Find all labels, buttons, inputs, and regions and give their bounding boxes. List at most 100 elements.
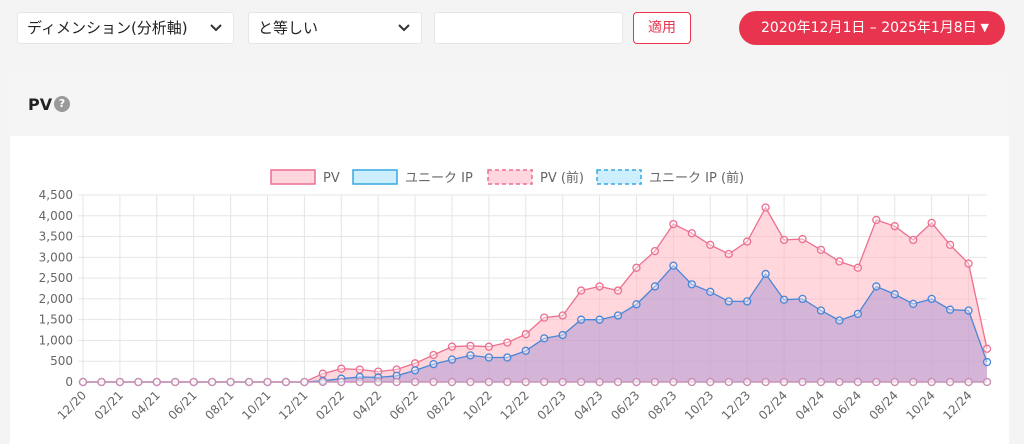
data-point[interactable] <box>650 246 660 256</box>
apply-button[interactable]: 適用 <box>633 12 691 44</box>
data-point[interactable] <box>595 282 604 291</box>
data-point[interactable] <box>982 377 992 387</box>
data-point[interactable] <box>337 377 346 387</box>
operator-select[interactable]: と等しい <box>248 12 422 44</box>
data-point[interactable] <box>392 365 401 374</box>
legend-item[interactable]: PV (前) <box>487 169 584 186</box>
data-point[interactable] <box>669 261 678 270</box>
data-point[interactable] <box>761 377 770 387</box>
data-point[interactable] <box>909 377 918 387</box>
data-point[interactable] <box>540 313 549 322</box>
data-point[interactable] <box>872 282 881 291</box>
data-point[interactable] <box>724 249 733 259</box>
data-point[interactable] <box>687 229 696 238</box>
data-point[interactable] <box>632 300 641 309</box>
data-point[interactable] <box>835 257 844 266</box>
data-point[interactable] <box>466 341 475 350</box>
data-point[interactable] <box>503 377 512 387</box>
data-point[interactable] <box>410 377 420 387</box>
data-point[interactable] <box>761 269 770 279</box>
data-point[interactable] <box>687 377 696 387</box>
data-point[interactable] <box>576 377 586 387</box>
data-point[interactable] <box>650 377 660 387</box>
data-point[interactable] <box>964 306 973 315</box>
data-point[interactable] <box>632 377 641 387</box>
data-point[interactable] <box>927 294 936 304</box>
data-point[interactable] <box>890 290 899 299</box>
data-point[interactable] <box>521 346 530 355</box>
data-point[interactable] <box>300 377 309 387</box>
data-point[interactable] <box>134 377 143 387</box>
data-point[interactable] <box>964 377 973 387</box>
data-point[interactable] <box>632 263 641 272</box>
data-point[interactable] <box>724 377 733 387</box>
data-point[interactable] <box>743 237 752 246</box>
data-point[interactable] <box>779 295 789 304</box>
data-point[interactable] <box>650 282 660 291</box>
data-point[interactable] <box>447 377 457 387</box>
data-point[interactable] <box>226 377 235 387</box>
data-point[interactable] <box>890 222 899 231</box>
data-point[interactable] <box>447 355 457 364</box>
data-point[interactable] <box>189 377 198 387</box>
data-point[interactable] <box>521 377 530 387</box>
data-point[interactable] <box>337 364 346 373</box>
data-point[interactable] <box>890 377 899 387</box>
data-point[interactable] <box>429 377 438 387</box>
data-point[interactable] <box>835 316 844 325</box>
data-point[interactable] <box>872 377 881 387</box>
help-icon[interactable]: ? <box>54 96 70 112</box>
data-point[interactable] <box>669 219 678 229</box>
legend-item[interactable]: PV <box>270 169 340 186</box>
data-point[interactable] <box>576 315 586 324</box>
data-point[interactable] <box>743 377 752 387</box>
data-point[interactable] <box>853 377 863 387</box>
data-point[interactable] <box>669 377 678 387</box>
data-point[interactable] <box>613 377 623 387</box>
data-point[interactable] <box>872 215 881 225</box>
data-point[interactable] <box>595 377 604 387</box>
data-point[interactable] <box>78 377 88 387</box>
data-point[interactable] <box>706 240 715 250</box>
data-point[interactable] <box>355 377 364 387</box>
data-point[interactable] <box>152 377 161 387</box>
data-point[interactable] <box>410 359 420 368</box>
data-point[interactable] <box>613 286 623 295</box>
data-point[interactable] <box>429 359 438 369</box>
data-point[interactable] <box>982 344 992 353</box>
data-point[interactable] <box>503 338 512 347</box>
data-point[interactable] <box>706 287 715 296</box>
data-point[interactable] <box>798 294 807 304</box>
data-point[interactable] <box>779 377 789 387</box>
data-point[interactable] <box>613 311 623 320</box>
data-point[interactable] <box>447 342 457 351</box>
data-point[interactable] <box>687 280 696 289</box>
data-point[interactable] <box>374 377 383 387</box>
legend-item[interactable]: ユニーク IP <box>352 169 473 186</box>
date-range-button[interactable]: 2020年12月1日 – 2025年1月8日 ▼ <box>739 11 1005 45</box>
data-point[interactable] <box>466 351 475 360</box>
data-point[interactable] <box>927 218 936 227</box>
data-point[interactable] <box>798 234 807 244</box>
data-point[interactable] <box>484 377 494 387</box>
data-point[interactable] <box>927 377 936 387</box>
data-point[interactable] <box>964 259 973 268</box>
data-point[interactable] <box>540 377 549 387</box>
data-point[interactable] <box>97 377 106 387</box>
data-point[interactable] <box>595 315 604 324</box>
data-point[interactable] <box>816 245 826 255</box>
data-point[interactable] <box>798 377 807 387</box>
data-point[interactable] <box>466 377 475 387</box>
data-point[interactable] <box>503 353 512 362</box>
data-point[interactable] <box>115 377 125 387</box>
data-point[interactable] <box>244 377 254 387</box>
data-point[interactable] <box>484 353 494 362</box>
data-point[interactable] <box>558 330 567 340</box>
data-point[interactable] <box>761 203 770 212</box>
data-point[interactable] <box>318 369 327 378</box>
data-point[interactable] <box>724 297 733 306</box>
data-point[interactable] <box>263 377 272 387</box>
data-point[interactable] <box>540 334 549 343</box>
data-point[interactable] <box>982 357 992 367</box>
data-point[interactable] <box>909 299 918 309</box>
